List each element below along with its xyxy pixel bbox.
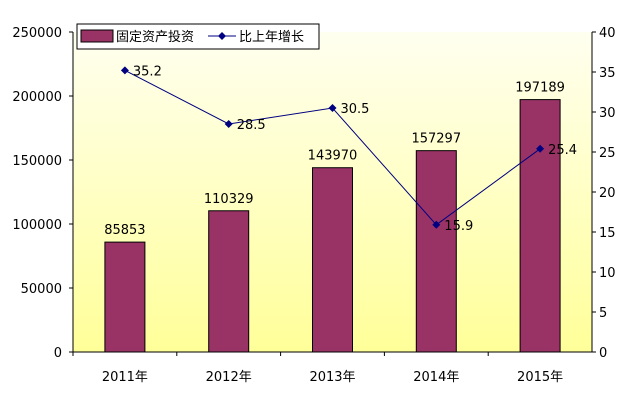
legend-label-line: 比上年增长 (239, 30, 304, 45)
y-left-tick-label: 150000 (12, 154, 62, 169)
y-right-tick-label: 5 (599, 306, 607, 321)
line-data-label: 15.9 (444, 219, 473, 234)
y-left-tick-label: 200000 (12, 90, 62, 105)
y-right-tick-label: 35 (599, 66, 616, 81)
bar (208, 210, 250, 353)
x-tick-label: 2015年 (517, 370, 563, 385)
bar-data-label: 157297 (411, 132, 461, 147)
legend: 固定资产投资 比上年增长 (76, 23, 320, 50)
bar (104, 241, 146, 353)
y-right-tick-label: 20 (599, 186, 616, 201)
y-right-tick-label: 30 (599, 106, 616, 121)
x-tick-label: 2013年 (309, 370, 355, 385)
bar (519, 99, 561, 353)
line-marker (432, 220, 441, 229)
line-marker (120, 66, 129, 75)
y-right-tick-label: 40 (599, 26, 616, 41)
y-right-tick-label: 15 (599, 226, 616, 241)
line-marker (224, 120, 233, 128)
y-left-tick-label: 50000 (21, 282, 62, 297)
bar-data-label: 85853 (104, 223, 145, 238)
x-tick-label: 2012年 (206, 370, 252, 385)
line-marker (328, 104, 337, 112)
line-data-label: 30.5 (341, 102, 370, 117)
bar-data-label: 110329 (204, 192, 254, 207)
legend-swatch-bar (80, 29, 114, 43)
line-data-label: 28.5 (237, 118, 266, 133)
y-left-tick-label: 100000 (12, 218, 62, 233)
bar (415, 150, 457, 353)
x-tick-label: 2014年 (413, 370, 459, 385)
bar (312, 167, 353, 353)
line-data-label: 25.4 (548, 143, 577, 158)
legend-marker (218, 32, 226, 40)
y-left-tick-label: 250000 (12, 26, 62, 41)
bar-data-label: 143970 (308, 149, 358, 164)
x-tick-label: 2011年 (102, 370, 148, 385)
y-right-tick-label: 25 (599, 146, 616, 161)
y-right-tick-label: 10 (599, 266, 616, 281)
line-marker (536, 144, 545, 153)
line-data-label: 35.2 (133, 64, 162, 79)
y-right-tick-label: 0 (599, 346, 607, 361)
bar-data-label: 197189 (515, 81, 565, 96)
legend-label-bar: 固定资产投资 (116, 29, 194, 45)
y-left-tick-label: 0 (54, 346, 62, 361)
